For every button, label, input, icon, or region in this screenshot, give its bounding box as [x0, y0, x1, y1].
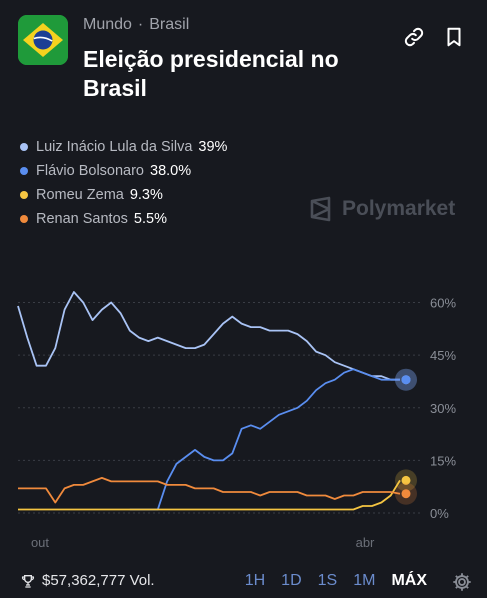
- bookmark-icon[interactable]: [444, 26, 466, 48]
- legend-item-bolsonaro[interactable]: Flávio Bolsonaro 38.0%: [20, 159, 227, 183]
- legend-dot-bolsonaro: [20, 167, 28, 175]
- legend-dot-santos: [20, 215, 28, 223]
- legend-dot-zema: [20, 191, 28, 199]
- page-title: Eleição presidencial no Brasil: [83, 46, 339, 101]
- range-máx[interactable]: MÁX: [391, 572, 427, 589]
- link-icon[interactable]: [403, 26, 425, 48]
- polymarket-logo-icon: [310, 196, 331, 222]
- legend-value-santos: 5.5%: [133, 211, 167, 227]
- x-tick-label: abr: [356, 535, 375, 550]
- legend-value-lula: 39%: [198, 139, 228, 155]
- y-tick-label: 30%: [430, 401, 456, 416]
- breadcrumb-subcategory[interactable]: Brasil: [149, 16, 190, 33]
- y-tick-label: 45%: [430, 348, 456, 363]
- price-chart[interactable]: 60% 45% 30% 15% 0% out abr: [0, 285, 487, 555]
- x-tick-label: out: [31, 535, 49, 550]
- y-tick-label: 60%: [430, 296, 456, 311]
- range-1h[interactable]: 1H: [244, 572, 266, 589]
- polymarket-watermark: Polymarket: [308, 196, 455, 222]
- range-1d[interactable]: 1D: [281, 572, 302, 589]
- legend-item-zema[interactable]: Romeu Zema 9.3%: [20, 183, 227, 207]
- breadcrumb-category[interactable]: Mundo: [83, 16, 132, 33]
- series-line-0: [17, 291, 400, 381]
- series-endpoint-2: [401, 475, 411, 485]
- range-1s[interactable]: 1S: [317, 572, 338, 589]
- legend-name-lula: Luiz Inácio Lula da Silva: [36, 139, 193, 155]
- legend-name-bolsonaro: Flávio Bolsonaro: [36, 163, 144, 179]
- series-line-3: [18, 477, 401, 504]
- chart-footer: $57,362,777 Vol. 1H 1D 1S 1M MÁX: [0, 568, 487, 596]
- legend-item-santos[interactable]: Renan Santos 5.5%: [20, 207, 227, 231]
- legend-item-lula[interactable]: Luiz Inácio Lula da Silva 39%: [20, 135, 227, 159]
- y-tick-label: 0%: [430, 506, 449, 521]
- y-axis-labels: 60% 45% 30% 15% 0%: [430, 296, 456, 521]
- chart-grid: [18, 302, 420, 514]
- legend-name-zema: Romeu Zema: [36, 187, 124, 203]
- series-endpoint-1: [401, 375, 411, 385]
- trophy-icon: [21, 574, 35, 588]
- series-endpoint-3: [401, 489, 411, 499]
- legend-name-santos: Renan Santos: [36, 211, 128, 227]
- y-tick-label: 15%: [430, 453, 456, 468]
- range-selector: 1H 1D 1S 1M MÁX: [229, 572, 427, 590]
- series-line-1: [129, 368, 400, 511]
- series-line-2: [18, 479, 401, 511]
- legend-value-bolsonaro: 38.0%: [150, 163, 192, 179]
- volume-text: $57,362,777 Vol.: [42, 572, 155, 589]
- x-axis-labels: out abr: [31, 535, 375, 550]
- gear-icon[interactable]: [451, 571, 473, 598]
- breadcrumb-separator: ·: [137, 16, 144, 33]
- range-1m[interactable]: 1M: [353, 572, 376, 589]
- brazil-flag-icon: [18, 15, 68, 65]
- chart-legend: Luiz Inácio Lula da Silva 39% Flávio Bol…: [20, 135, 227, 231]
- chart-series: [17, 291, 401, 511]
- watermark-text: Polymarket: [342, 197, 456, 220]
- breadcrumb: Mundo · Brasil: [83, 16, 189, 34]
- legend-value-zema: 9.3%: [129, 187, 163, 203]
- chart-endpoints: [395, 368, 417, 505]
- volume: $57,362,777 Vol.: [20, 572, 155, 589]
- legend-dot-lula: [20, 143, 28, 151]
